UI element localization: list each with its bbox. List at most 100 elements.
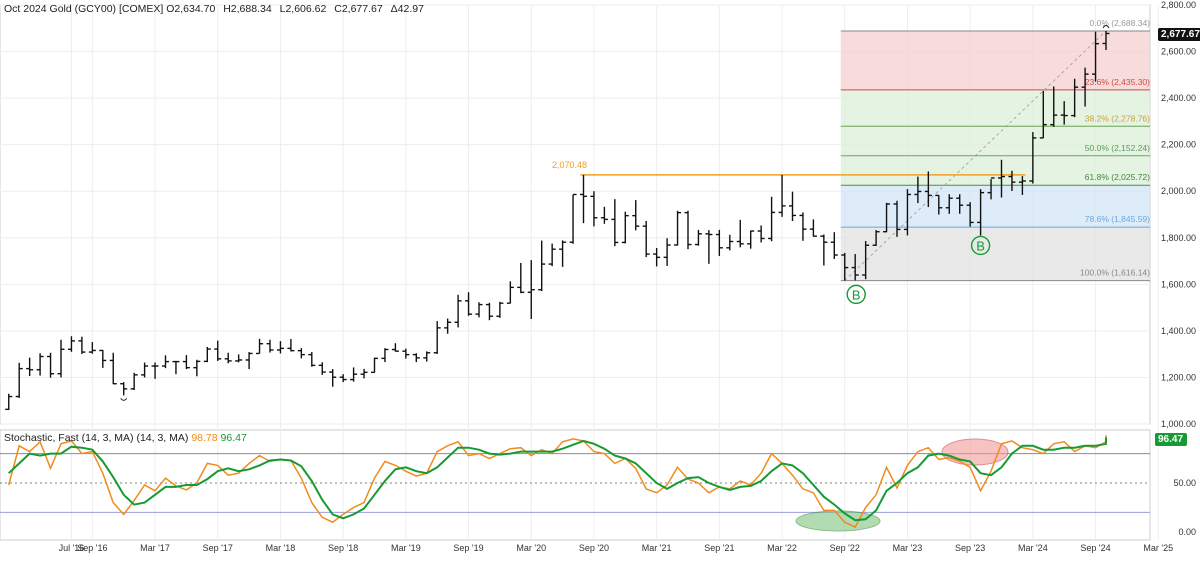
fib-zone-61-78 [840, 185, 1150, 228]
time-axis-label: Mar '24 [1018, 543, 1048, 553]
ohlc-bar [1039, 90, 1047, 139]
ohlc-bar [391, 343, 399, 352]
fib-level-label: 50.0% (2,152.24) [1085, 143, 1150, 153]
ohlc-bar [329, 369, 337, 387]
indicator-k-value: 98.78 [191, 432, 218, 444]
indicator-name: Stochastic, Fast (14, 3, MA) (14, 3, MA) [4, 432, 189, 444]
ohlc-bar [883, 202, 891, 233]
stochastic-d-line [8, 437, 1107, 522]
ohlc-bar [1050, 86, 1058, 127]
price-axis-tick: 1,000.00 [1161, 419, 1196, 429]
close-value: 2,677.67 [341, 3, 383, 15]
ohlc-bar [465, 292, 473, 316]
ohlc-bar [67, 336, 75, 352]
time-axis-label: Sep '20 [579, 543, 609, 553]
buy-signal-circle [970, 235, 991, 256]
ohlc-bar [851, 254, 859, 281]
price-axis-tick: 1,600.00 [1161, 279, 1196, 289]
ohlc-bar [663, 238, 671, 266]
fib-level-label: 38.2% (2,278.76) [1085, 113, 1150, 123]
ohlc-bar [757, 225, 765, 243]
time-axis-label: Sep '19 [453, 543, 483, 553]
ohlc-bar [705, 230, 713, 264]
time-axis-label: Sep '18 [328, 543, 358, 553]
ohlc-bar [569, 193, 577, 244]
ohlc-bar [559, 240, 567, 267]
ohlc-bar [496, 301, 504, 318]
ohlc-bar [5, 393, 13, 411]
ohlc-bar [747, 230, 755, 249]
ohlc-bar [308, 352, 316, 367]
swing-high-mark [1102, 25, 1110, 29]
ohlc-bar [318, 362, 326, 375]
buy-signal-label: B [852, 287, 861, 302]
time-axis-label: Sep '17 [203, 543, 233, 553]
stochastic-axis-tick: 50.00 [1173, 478, 1196, 488]
ohlc-bar [109, 352, 117, 385]
price-axis-tick: 1,800.00 [1161, 233, 1196, 243]
ohlc-bar [830, 232, 838, 259]
ohlc-bar [1018, 176, 1026, 195]
buy-signal-label: B [976, 238, 985, 253]
ohlc-bar [444, 318, 452, 334]
time-axis-label: Sep '21 [704, 543, 734, 553]
ohlc-bar [130, 372, 138, 391]
ohlc-bar [956, 194, 964, 214]
swing-low-mark [120, 398, 128, 401]
ohlc-bar [924, 171, 932, 208]
time-axis-label: Mar '18 [266, 543, 296, 553]
ohlc-bar [1081, 67, 1089, 107]
high-value: 2,688.34 [230, 3, 272, 15]
ohlc-bar [266, 339, 274, 353]
ohlc-bar [872, 230, 880, 246]
fib-trend-line [844, 30, 1107, 281]
low-value: 2,606.62 [285, 3, 327, 15]
ohlc-bar [235, 354, 243, 363]
ohlc-bar [684, 210, 692, 250]
buy-signal-circle [846, 284, 866, 305]
ohlc-bar [506, 281, 514, 304]
ohlc-bar [412, 353, 420, 363]
fib-level-label: 61.8% (2,025.72) [1085, 172, 1150, 182]
ohlc-bar [360, 368, 368, 379]
ohlc-bar [893, 200, 901, 237]
open-value: 2,634.70 [174, 3, 216, 15]
ohlc-bar [1008, 170, 1016, 191]
ohlc-bar [903, 189, 911, 236]
ohlc-bar [214, 340, 222, 361]
ohlc-bar [151, 362, 159, 379]
indicator-header: Stochastic, Fast (14, 3, MA) (14, 3, MA)… [4, 432, 247, 444]
ohlc-bar [841, 252, 849, 281]
fib-level-label: 23.6% (2,435.30) [1085, 77, 1150, 87]
ohlc-bar [350, 367, 358, 382]
fib-zone-78-100 [840, 227, 1150, 281]
price-axis-tick: 2,600.00 [1161, 47, 1196, 57]
resistance-label: 2,070.48 [552, 160, 587, 170]
ohlc-bar [632, 200, 640, 231]
ohlc-bar [276, 341, 284, 354]
time-axis-label: Mar '21 [642, 543, 672, 553]
time-axis-label: Mar '22 [767, 543, 797, 553]
ohlc-bar [57, 339, 65, 378]
ohlc-bar [297, 348, 305, 359]
stochastic-value-badge: 96.47 [1155, 433, 1188, 446]
fib-zone-50-61 [840, 155, 1150, 186]
ohlc-bar [977, 189, 985, 236]
ohlc-bar [99, 349, 107, 368]
ohlc-bar [182, 355, 190, 370]
ohlc-bar [120, 382, 128, 396]
ohlc-bar [15, 362, 23, 398]
ohlc-bar [1092, 31, 1100, 82]
ohlc-bar [611, 199, 619, 247]
fib-zone-23-38 [840, 89, 1150, 127]
fib-level-label: 0.0% (2,688.34) [1090, 18, 1151, 28]
ohlc-bar [1102, 30, 1110, 51]
price-axis-tick: 1,200.00 [1161, 372, 1196, 382]
time-axis-label: Mar '19 [391, 543, 421, 553]
ohlc-bar [245, 352, 253, 370]
ohlc-bar [862, 241, 870, 280]
ohlc-bar [966, 202, 974, 227]
ohlc-bar [527, 260, 535, 320]
stochastic-axis-tick: 0.00 [1178, 527, 1196, 537]
ohlc-bar [621, 211, 629, 244]
